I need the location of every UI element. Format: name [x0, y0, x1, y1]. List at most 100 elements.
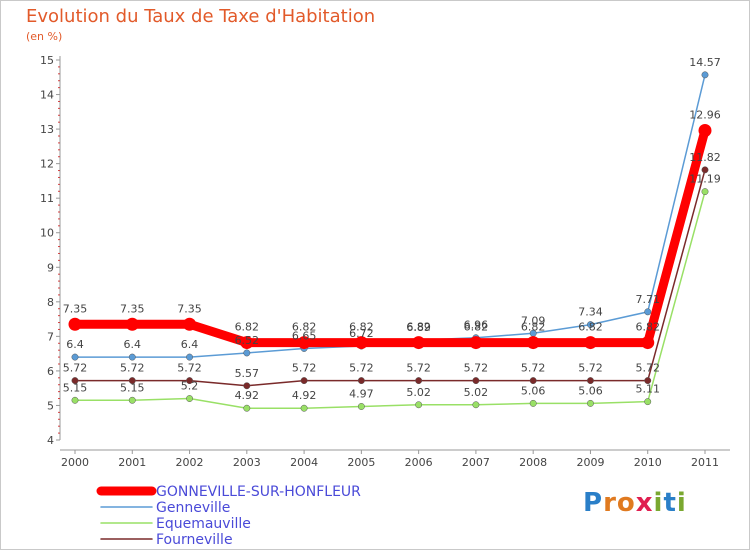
chart-axes: 4 5 6 7 8 9 10 11 12 13 14 15 2000 2001 2002 2003 2004 20… [40, 54, 730, 469]
x-tick-label: 2010 [634, 456, 662, 469]
x-tick-label: 2006 [405, 456, 433, 469]
data-point [472, 401, 480, 409]
data-label: 5.06 [578, 384, 603, 397]
data-point [587, 399, 594, 407]
data-point [71, 396, 79, 404]
y-tick-label: 9 [47, 261, 54, 274]
y-tick-label: 7 [47, 330, 54, 343]
data-point [529, 377, 537, 385]
data-label: 5.15 [63, 381, 88, 394]
data-point [644, 398, 652, 406]
data-point [701, 71, 709, 79]
data-point [587, 321, 594, 329]
x-tick-label: 2008 [519, 456, 547, 469]
y-tick-label: 11 [40, 192, 54, 205]
data-point [415, 377, 423, 385]
data-labels-layer: 5.72 5.72 5.72 5.57 5.72 5.72 5.72 5.72 5.72 5.72… [63, 56, 721, 402]
data-point [583, 336, 597, 350]
data-point [243, 404, 251, 412]
data-label: 6.82 [464, 321, 489, 334]
data-point [587, 377, 594, 385]
data-point [415, 401, 423, 409]
data-label: 5.72 [292, 362, 317, 375]
data-point [300, 377, 308, 385]
data-label: 6.82 [578, 321, 603, 334]
x-tick-label: 2011 [691, 456, 719, 469]
legend-label: Equemauville [156, 516, 251, 532]
x-tick-label: 2000 [61, 456, 89, 469]
data-point [186, 377, 193, 385]
data-point [354, 336, 368, 350]
data-point [472, 377, 480, 385]
data-point [125, 317, 139, 331]
y-tick-label: 4 [47, 434, 54, 447]
legend-label: Genneville [156, 500, 230, 516]
y-tick-label: 14 [40, 89, 54, 102]
data-label: 6.82 [349, 321, 374, 334]
logo-letter: P [583, 488, 604, 518]
logo-letter: o [616, 488, 636, 518]
proxiti-logo: Proxiti [583, 488, 687, 518]
data-label: 11.82 [689, 151, 721, 164]
y-tick-label: 6 [47, 365, 54, 378]
unit-label: (en %) [26, 30, 63, 43]
data-label: 6.4 [66, 338, 84, 351]
x-tick-label: 2002 [176, 456, 204, 469]
x-tick-label: 2004 [290, 456, 318, 469]
data-label: 14.57 [689, 56, 721, 69]
logo-letter: x [635, 488, 654, 518]
data-point [71, 353, 79, 361]
data-label: 7.71 [635, 293, 660, 306]
data-point [243, 349, 251, 357]
data-label: 7.34 [578, 306, 603, 319]
data-label: 6.89 [406, 321, 431, 334]
data-label: 5.2 [181, 380, 199, 393]
series-line-fourneville [74, 169, 706, 387]
x-tick-label: 2001 [118, 456, 146, 469]
data-label: 6.4 [181, 338, 199, 351]
data-point [698, 123, 712, 137]
data-label: 4.92 [235, 389, 260, 402]
data-label: 6.72 [349, 327, 374, 340]
data-label: 6.82 [406, 321, 431, 334]
legend-label: GONNEVILLE-SUR-HONFLEUR [156, 484, 361, 500]
data-label: 6.65 [292, 329, 317, 342]
data-label: 5.72 [635, 362, 660, 375]
x-tick-label: 2005 [347, 456, 375, 469]
data-label: 5.11 [635, 383, 660, 396]
data-point [128, 396, 136, 404]
data-label: 5.02 [406, 386, 431, 399]
data-point [529, 399, 537, 407]
series-line-equemauville [74, 190, 706, 409]
data-label: 6.96 [464, 319, 489, 332]
legend-label: Fourneville [156, 532, 233, 548]
data-point [526, 336, 540, 350]
data-label: 5.72 [177, 362, 202, 375]
x-tick-label: 2007 [462, 456, 490, 469]
data-label: 5.57 [235, 367, 260, 380]
data-point [128, 353, 136, 361]
y-tick-label: 8 [47, 296, 54, 309]
data-label: 6.82 [292, 321, 317, 334]
data-label: 7.35 [177, 302, 202, 315]
data-label: 5.06 [521, 384, 546, 397]
data-label: 5.72 [578, 362, 603, 375]
data-label: 6.82 [235, 321, 260, 334]
data-label: 7.35 [120, 302, 145, 315]
data-point [701, 166, 709, 174]
chart-legend: GONNEVILLE-SUR-HONFLEURGennevilleEquemau… [96, 484, 361, 548]
data-label: 5.72 [349, 362, 374, 375]
data-point [297, 336, 311, 350]
data-label: 5.72 [120, 362, 145, 375]
data-label: 11.19 [689, 173, 721, 186]
y-tick-label: 5 [47, 399, 54, 412]
data-point [300, 404, 308, 412]
logo-letter: i [653, 488, 664, 518]
data-point [186, 353, 193, 361]
series-layer [68, 71, 712, 412]
data-label: 7.09 [521, 314, 546, 327]
series-line-gonneville-sur-honfleur [70, 125, 710, 348]
data-label: 4.97 [349, 387, 374, 400]
logo-letter: i [676, 488, 687, 518]
